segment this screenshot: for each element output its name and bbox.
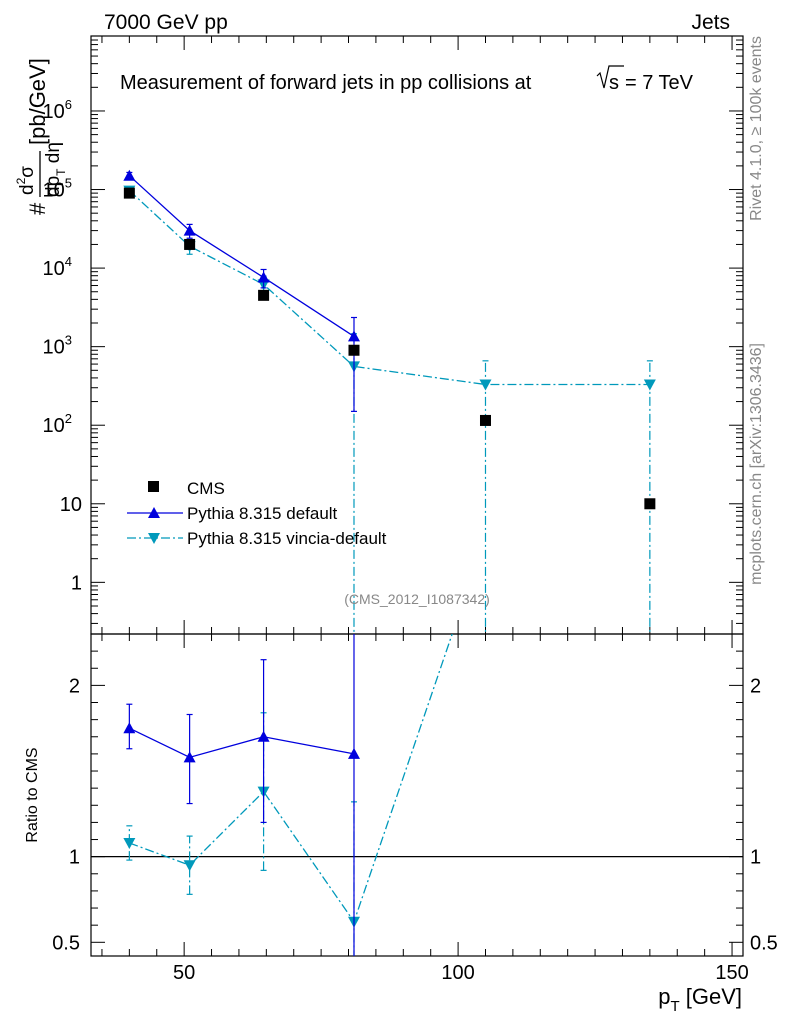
plot-title-sqrt-group: s = 7 TeV xyxy=(596,65,694,94)
ratio-ytick-label-left: 2 xyxy=(69,675,80,697)
ratio-pythia-default-point xyxy=(123,722,136,734)
pythia-default-point xyxy=(183,224,196,236)
xlabel: pT [GeV] xyxy=(658,984,742,1015)
analysis-id: (CMS_2012_I1087342) xyxy=(344,591,490,607)
main-ytick-label: 10 xyxy=(60,494,82,516)
category-label: Jets xyxy=(691,11,730,34)
ratio-pythia-vincia-line xyxy=(129,634,453,924)
cms-point xyxy=(479,414,491,426)
x-tick-label: 50 xyxy=(173,962,195,984)
ylabel-denominator: dpT dη xyxy=(43,142,68,197)
legend-vincia-label: Pythia 8.315 vincia-default xyxy=(187,529,387,548)
main-ytick-label: 102 xyxy=(43,411,72,437)
cms-point xyxy=(184,238,196,250)
legend-default-marker xyxy=(148,507,160,518)
pythia-default-point xyxy=(123,169,136,181)
pythia-default-point xyxy=(257,271,270,283)
ratio-pythia-vincia-point xyxy=(183,860,196,872)
main-y-ticks: 1 10 102 103 104 105 106 xyxy=(43,35,743,624)
ratio-series-layer xyxy=(91,634,743,956)
ratio-pythia-default-point xyxy=(347,747,360,759)
main-ytick-label: 105 xyxy=(43,176,72,202)
ratio-pythia-vincia-point xyxy=(123,837,136,849)
rivet-version-label: Rivet 4.1.0, ≥ 100k events xyxy=(748,36,765,221)
main-ytick-label: 103 xyxy=(43,333,72,359)
ratio-ytick-label-right: 2 xyxy=(750,675,761,697)
ratio-ticks: 0.5 0.5 1 1 2 2 xyxy=(52,650,778,954)
pythia-vincia-point xyxy=(479,379,492,391)
x-tick-label: 150 xyxy=(715,962,748,984)
ratio-ytick-label-left: 1 xyxy=(69,847,80,869)
cms-point xyxy=(123,187,135,199)
plot-title: Measurement of forward jets in pp collis… xyxy=(120,72,532,94)
main-ytick-label: 106 xyxy=(43,97,72,123)
legend: CMS Pythia 8.315 default Pythia 8.315 vi… xyxy=(127,479,387,548)
pythia-default-line xyxy=(128,175,355,337)
pythia-default-point xyxy=(347,330,360,342)
main-series-layer xyxy=(123,169,656,634)
legend-vincia-marker xyxy=(148,533,160,544)
cms-point xyxy=(348,344,360,356)
main-ylabel: # d2σ dpT dη [pb/GeV] xyxy=(14,58,68,215)
ratio-panel-frame xyxy=(90,633,744,957)
x-ticks: 50 100 150 xyxy=(101,36,749,984)
cms-point xyxy=(258,289,270,301)
ratio-pythia-default-point xyxy=(183,751,196,763)
ylabel-units: [pb/GeV] xyxy=(25,58,50,145)
plot-title-suffix: = 7 TeV xyxy=(625,72,694,94)
energy-label: 7000 GeV pp xyxy=(104,11,228,34)
ratio-pythia-default-line xyxy=(129,727,355,759)
pythia-vincia-line xyxy=(128,190,650,386)
pythia-vincia-point xyxy=(643,379,656,391)
ratio-ytick-label-left: 0.5 xyxy=(52,932,80,954)
main-ytick-label: 104 xyxy=(43,254,72,280)
ratio-pythia-default-point xyxy=(257,730,270,742)
cms-point xyxy=(644,498,656,510)
plot-title-main: Measurement of forward jets in pp collis… xyxy=(120,72,532,94)
legend-default-label: Pythia 8.315 default xyxy=(187,504,338,523)
main-ytick-label: 1 xyxy=(71,572,82,594)
ratio-ytick-label-right: 0.5 xyxy=(750,932,778,954)
plot-title-s: s xyxy=(609,72,619,94)
ylabel-hash: # xyxy=(25,202,50,215)
ylabel-numerator: d2σ xyxy=(14,166,38,195)
mcplots-label: mcplots.cern.ch [arXiv:1306.3436] xyxy=(748,343,765,585)
ratio-ytick-label-right: 1 xyxy=(750,847,761,869)
x-tick-label: 100 xyxy=(441,962,474,984)
legend-cms-marker xyxy=(148,481,159,492)
ratio-ylabel: Ratio to CMS xyxy=(24,747,41,842)
legend-cms-label: CMS xyxy=(187,479,225,498)
